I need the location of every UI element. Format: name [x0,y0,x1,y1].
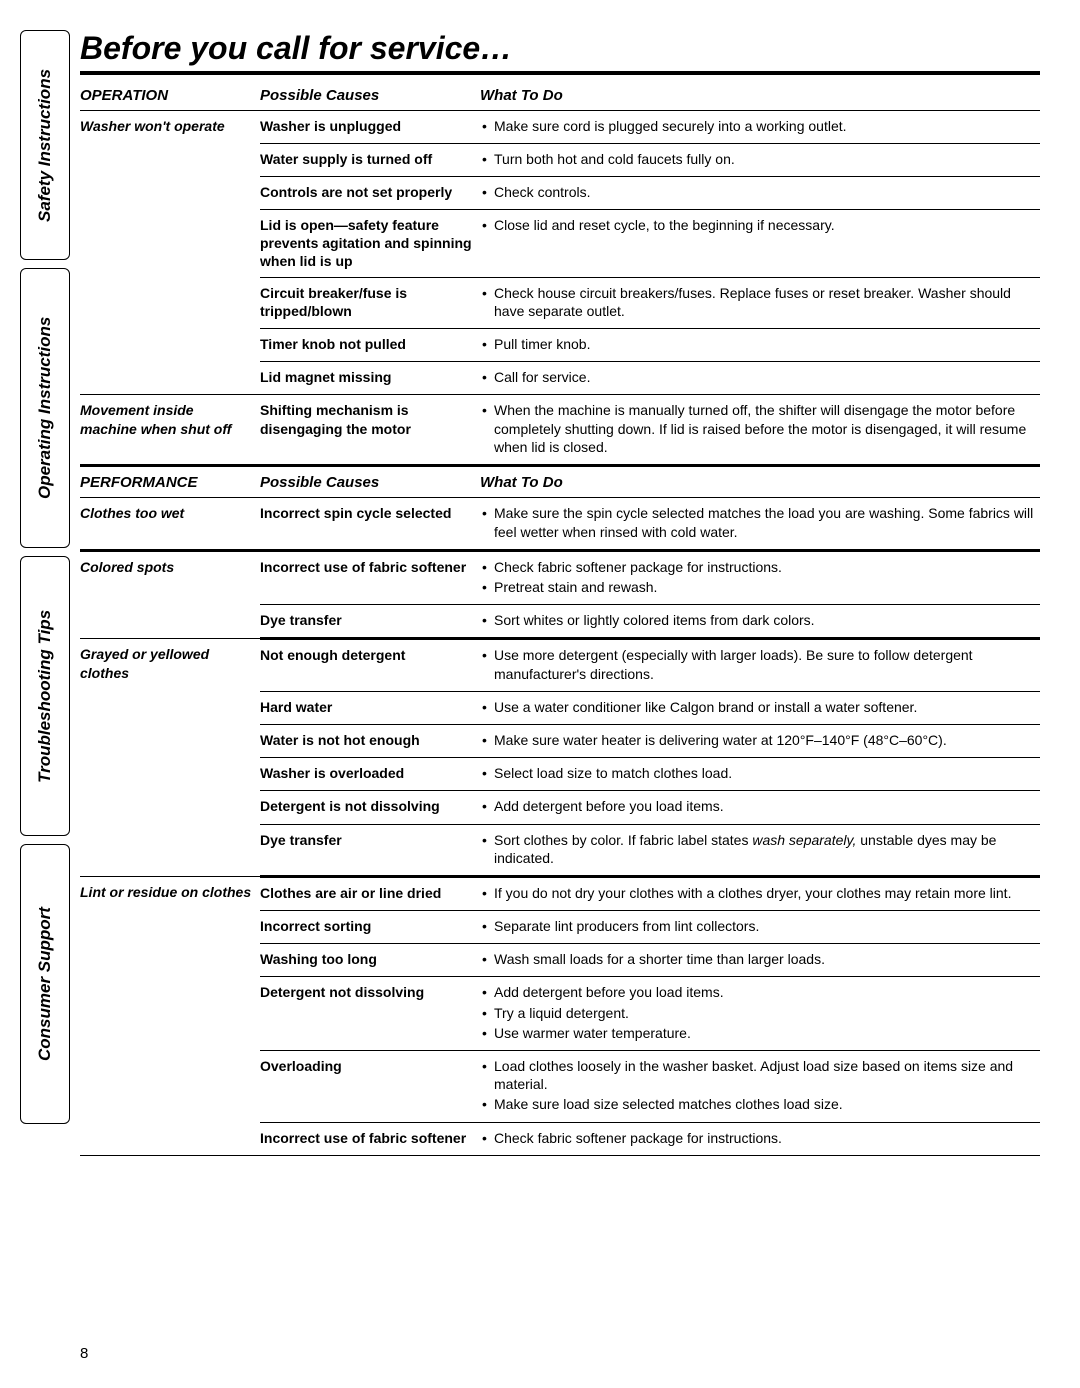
fix: Add detergent before you load items.Try … [480,977,1040,1051]
fix: Select load size to match clothes load. [480,758,1040,791]
table-row: Colored spots Incorrect use of fabric so… [80,550,1040,604]
cause: Hard water [260,691,480,724]
fix: Wash small loads for a shorter time than… [480,944,1040,977]
tab-operating-instructions[interactable]: Operating Instructions [20,268,70,548]
table-row: Grayed or yellowed clothes Not enough de… [80,639,1040,691]
fix: If you do not dry your clothes with a cl… [480,876,1040,910]
symptom-label: Lint or residue on clothes [80,876,260,1155]
cause: Detergent not dissolving [260,977,480,1051]
fix: Make sure the spin cycle selected matche… [480,498,1040,550]
fix: Use more detergent (especially with larg… [480,639,1040,691]
fix: When the machine is manually turned off,… [480,395,1040,466]
cause: Washer is unplugged [260,110,480,143]
cause: Shifting mechanism is disengaging the mo… [260,395,480,466]
fix: Turn both hot and cold faucets fully on. [480,143,1040,176]
symptom-label: Washer won't operate [80,110,260,395]
symptom-label: Movement inside machine when shut off [80,395,260,466]
fix: Check fabric softener package for instru… [480,1122,1040,1155]
table-row: Clothes too wet Incorrect spin cycle sel… [80,498,1040,550]
col-header-operation: OPERATION [80,81,260,110]
cause: Washer is overloaded [260,758,480,791]
symptom-label: Colored spots [80,550,260,639]
fix: Make sure cord is plugged securely into … [480,110,1040,143]
page-title: Before you call for service… [80,30,1040,67]
cause: Lid is open—safety feature prevents agit… [260,210,480,278]
fix: Pull timer knob. [480,329,1040,362]
cause: Incorrect spin cycle selected [260,498,480,550]
cause: Water is not hot enough [260,724,480,757]
troubleshooting-table: OPERATION Possible Causes What To Do Was… [80,81,1040,1156]
cause: Dye transfer [260,824,480,876]
side-tabs: Safety Instructions Operating Instructio… [20,30,70,1310]
section-header-operation: OPERATION Possible Causes What To Do [80,81,1040,110]
fix: Add detergent before you load items. [480,791,1040,824]
title-rule [80,71,1040,75]
section-header-performance: PERFORMANCE Possible Causes What To Do [80,465,1040,498]
fix: Check controls. [480,176,1040,209]
cause: Incorrect sorting [260,911,480,944]
cause: Overloading [260,1051,480,1123]
tab-consumer-support[interactable]: Consumer Support [20,844,70,1124]
fix: Load clothes loosely in the washer baske… [480,1051,1040,1123]
cause: Lid magnet missing [260,362,480,395]
cause: Incorrect use of fabric softener [260,1122,480,1155]
page-number: 8 [80,1345,88,1362]
table-row: Lint or residue on clothes Clothes are a… [80,876,1040,910]
fix: Use a water conditioner like Calgon bran… [480,691,1040,724]
cause: Timer knob not pulled [260,329,480,362]
symptom-label: Clothes too wet [80,498,260,550]
cause: Not enough detergent [260,639,480,691]
fix: Close lid and reset cycle, to the beginn… [480,210,1040,278]
fix: Sort clothes by color. If fabric label s… [480,824,1040,876]
col-header-causes: Possible Causes [260,81,480,110]
symptom-label: Grayed or yellowed clothes [80,639,260,877]
cause: Clothes are air or line dried [260,876,480,910]
col-header-what: What To Do [480,81,1040,110]
tab-troubleshooting-tips[interactable]: Troubleshooting Tips [20,556,70,836]
fix: Check fabric softener package for instru… [480,550,1040,604]
fix: Call for service. [480,362,1040,395]
tab-safety-instructions[interactable]: Safety Instructions [20,30,70,260]
cause: Water supply is turned off [260,143,480,176]
table-row: Movement inside machine when shut off Sh… [80,395,1040,466]
col-header-what: What To Do [480,465,1040,498]
cause: Washing too long [260,944,480,977]
cause: Incorrect use of fabric softener [260,550,480,604]
col-header-performance: PERFORMANCE [80,465,260,498]
fix: Check house circuit breakers/fuses. Repl… [480,277,1040,328]
cause: Detergent is not dissolving [260,791,480,824]
cause: Dye transfer [260,605,480,639]
fix: Sort whites or lightly colored items fro… [480,605,1040,639]
cause: Circuit breaker/fuse is tripped/blown [260,277,480,328]
fix: Separate lint producers from lint collec… [480,911,1040,944]
fix: Make sure water heater is delivering wat… [480,724,1040,757]
col-header-causes: Possible Causes [260,465,480,498]
table-row: Washer won't operate Washer is unplugged… [80,110,1040,143]
cause: Controls are not set properly [260,176,480,209]
